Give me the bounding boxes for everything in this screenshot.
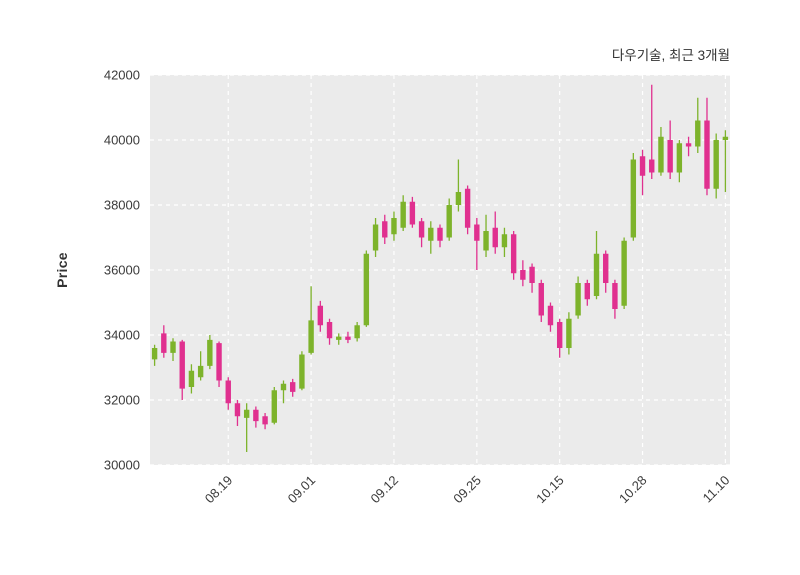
candle-up (308, 320, 314, 353)
candle-down (253, 409, 259, 422)
y-tick-label: 30000 (104, 458, 140, 473)
candle-up (455, 192, 462, 205)
candle-up (243, 409, 250, 418)
y-tick-label: 40000 (104, 133, 140, 148)
candle-up (391, 218, 397, 235)
candle-down (612, 283, 618, 309)
candle-down (649, 159, 655, 173)
candle-down (418, 221, 425, 238)
candle-up (299, 354, 305, 389)
x-tick-label: 10.28 (616, 473, 650, 507)
candle-up (428, 227, 434, 241)
candle-up (363, 253, 370, 326)
candle-up (713, 140, 719, 189)
candle-down (409, 201, 416, 225)
candle-down (345, 336, 351, 340)
x-tick-label: 09.12 (367, 473, 401, 507)
candle-down (262, 416, 268, 425)
candle-down (179, 341, 185, 389)
chart-title: 다우기술, 최근 3개월 (611, 48, 730, 63)
candle-up (336, 336, 342, 340)
candle-up (630, 159, 637, 238)
candle-down (464, 188, 471, 228)
candle-down (538, 283, 544, 316)
candle-down (326, 322, 333, 339)
candle-down (639, 156, 646, 176)
candle-down (437, 227, 443, 241)
candle-down (492, 227, 498, 248)
y-tick-label: 34000 (104, 328, 140, 343)
x-tick-label: 11.10 (700, 473, 733, 506)
candle-down (603, 253, 609, 283)
candle-up (695, 120, 701, 147)
candle-up (372, 224, 379, 251)
candle-up (197, 365, 204, 378)
candle-down (520, 270, 526, 280)
candle-down (667, 140, 673, 173)
candle-up (722, 136, 729, 140)
candle-down (529, 266, 535, 283)
candle-down (556, 322, 563, 348)
x-tick-label: 09.01 (285, 473, 319, 507)
candle-up (207, 339, 213, 366)
candle-down (234, 403, 241, 417)
candle-up (593, 253, 600, 296)
candle-up (658, 136, 664, 173)
candle-up (400, 201, 406, 228)
candle-down (547, 305, 554, 326)
candle-up (501, 234, 508, 248)
candle-up (483, 231, 489, 251)
y-tick-label: 36000 (104, 263, 140, 278)
candle-up (280, 383, 287, 391)
candle-up (271, 390, 277, 423)
candle-down (382, 221, 388, 238)
candle-down (225, 380, 231, 404)
candle-down (685, 143, 692, 147)
candle-up (575, 283, 581, 316)
y-tick-label: 42000 (104, 68, 140, 83)
y-tick-label: 32000 (104, 393, 140, 408)
candle-up (354, 325, 360, 339)
candle-down (216, 343, 222, 381)
candle-up (151, 348, 158, 360)
candle-up (566, 318, 572, 348)
candle-down (289, 382, 296, 392)
candle-up (621, 240, 627, 306)
x-tick-label: 09.25 (450, 473, 484, 507)
candle-down (161, 333, 167, 353)
x-tick-label: 08.19 (202, 473, 236, 507)
candle-down (584, 283, 591, 300)
y-axis-label: Price (54, 252, 70, 288)
candle-up (676, 143, 683, 173)
y-tick-label: 38000 (104, 198, 140, 213)
candle-down (317, 305, 324, 326)
candle-down (510, 234, 517, 274)
candle-down (474, 224, 480, 241)
x-tick-label: 10.15 (533, 473, 567, 507)
candle-up (446, 205, 452, 238)
candle-up (170, 341, 176, 353)
candle-up (188, 370, 195, 387)
candle-down (704, 120, 710, 189)
